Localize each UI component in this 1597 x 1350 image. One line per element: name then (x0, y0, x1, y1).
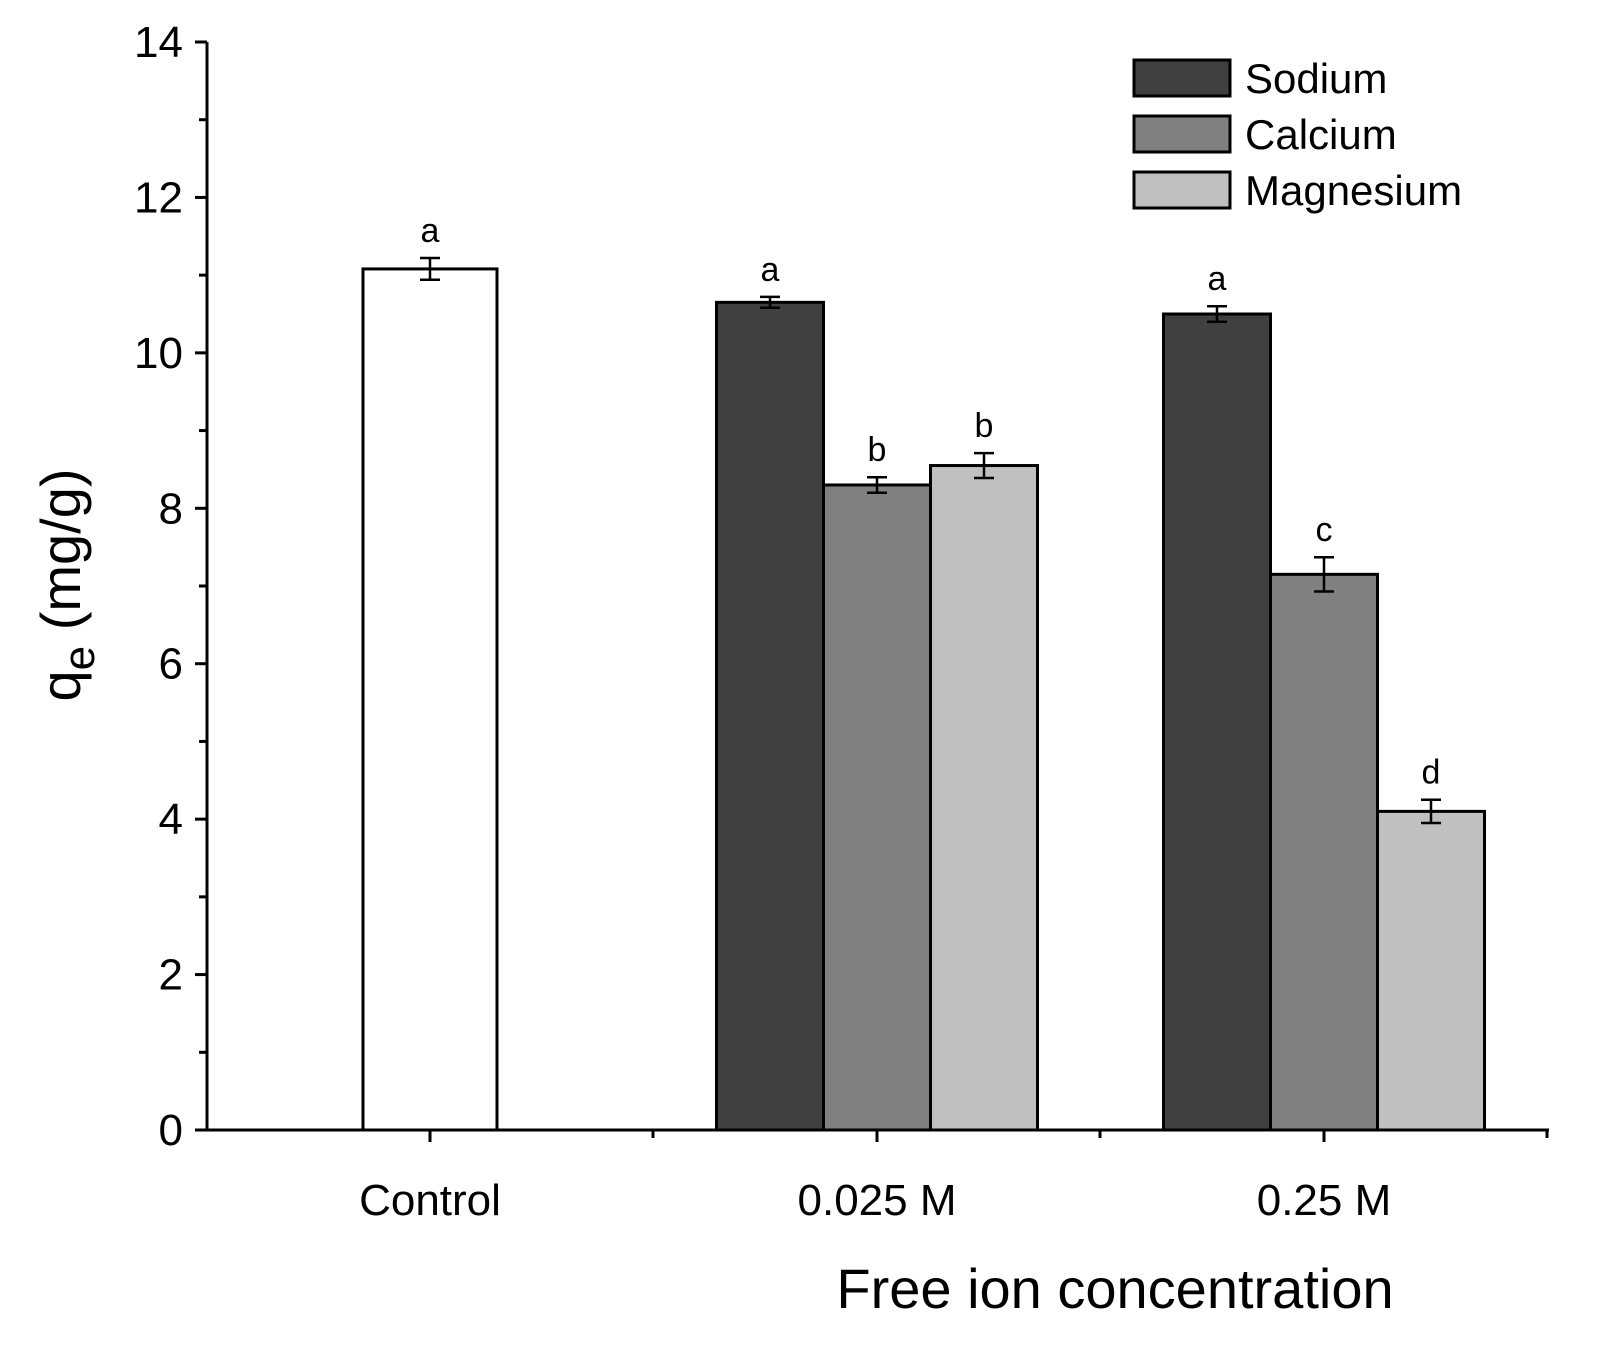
y-tick-label: 2 (159, 951, 183, 1000)
x-ticks: Control 0.025 M 0.25 M (359, 1130, 1549, 1225)
legend-label-magnesium: Magnesium (1245, 167, 1462, 214)
calcium-significance-label: b (868, 431, 887, 469)
sodium-significance-label: a (761, 251, 780, 289)
y-tick-label: 4 (159, 795, 183, 844)
bars-layer: a a b b a c d (361, 212, 1486, 1132)
x-tick-label: 0.025 M (798, 1176, 957, 1225)
y-axis-title-main: q (29, 670, 92, 701)
legend-swatch-sodium (1132, 58, 1232, 98)
magnesium-bar (1376, 809, 1486, 1132)
y-axis-title-unit: (mg/g) (29, 469, 92, 646)
y-tick-label: 14 (134, 18, 183, 67)
calcium-significance-label: c (1316, 511, 1333, 549)
magnesium-significance-label: d (1422, 754, 1441, 792)
calcium-bar (1269, 572, 1379, 1132)
legend: Sodium Calcium Magnesium (1132, 55, 1462, 214)
x-tick-label: Control (359, 1176, 501, 1225)
y-axis-title-sub: e (55, 646, 104, 670)
y-axis-title: qe (mg/g) (29, 469, 104, 702)
legend-label-sodium: Sodium (1245, 55, 1387, 102)
x-axis-title: Free ion concentration (836, 1257, 1393, 1320)
y-tick-label: 0 (159, 1106, 183, 1155)
magnesium-significance-label: b (975, 407, 994, 445)
control-bar (361, 267, 499, 1132)
y-ticks: 0 2 4 6 8 10 12 14 (134, 18, 207, 1155)
y-tick-label: 12 (134, 173, 183, 222)
sodium-bar (715, 300, 825, 1132)
calcium-bar (822, 483, 932, 1132)
control-significance-label: a (421, 212, 440, 250)
legend-swatch-calcium (1132, 114, 1232, 154)
magnesium-bar (929, 464, 1039, 1132)
y-tick-label: 8 (159, 484, 183, 533)
sodium-bar (1162, 312, 1272, 1132)
y-tick-label: 10 (134, 329, 183, 378)
legend-swatch-magnesium (1132, 170, 1232, 210)
x-tick-label: 0.25 M (1257, 1176, 1392, 1225)
y-tick-label: 6 (159, 640, 183, 689)
sodium-significance-label: a (1208, 260, 1227, 298)
legend-label-calcium: Calcium (1245, 111, 1397, 158)
